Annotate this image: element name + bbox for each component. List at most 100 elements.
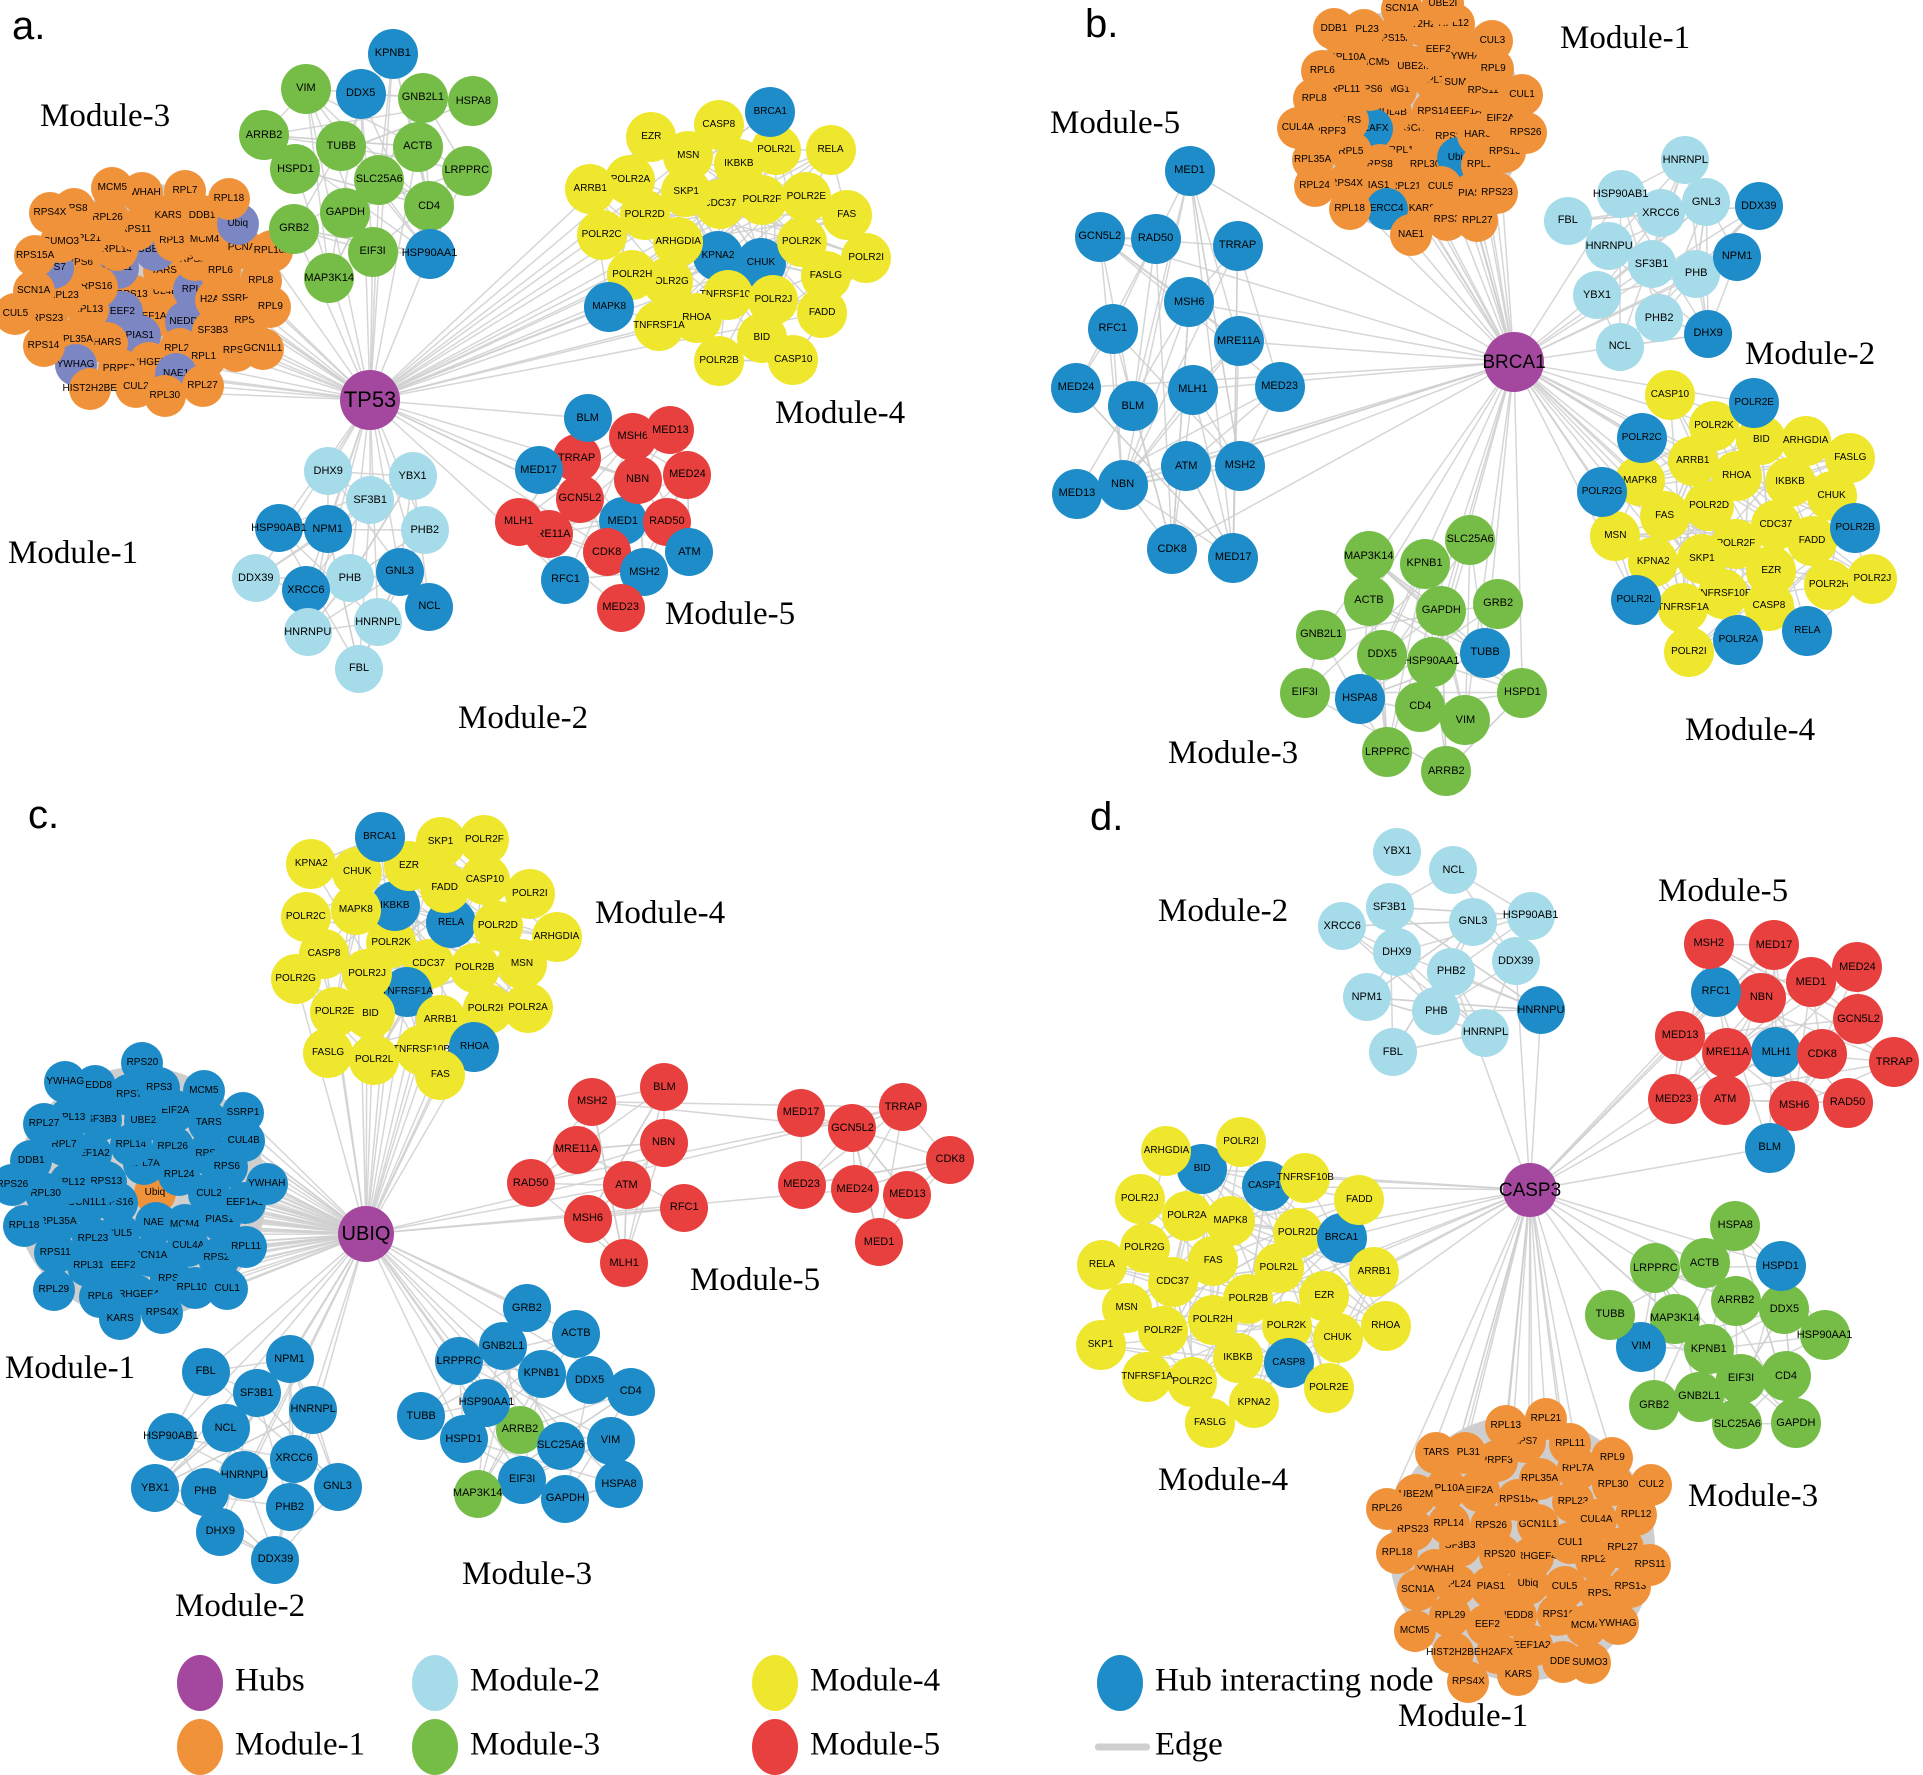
node-label: GNL3 [1458,915,1488,928]
edge [1239,361,1515,467]
network-node: GRB2 [1629,1380,1680,1431]
node-label: SUMO3 [1444,76,1480,88]
network-node: HSP90AB1 [1503,891,1558,940]
node-label: XRCC6 [275,1452,313,1465]
node-label: SF3B1 [1372,900,1407,913]
network-node: RPL27 [181,364,224,407]
node-label: MED17 [782,1106,820,1119]
network-node: ARRB1 [1349,1247,1400,1298]
network-node: MCM5 [91,166,134,209]
node-label: MED1 [1795,975,1827,988]
edge [1374,1189,1531,1273]
node-label: PIAS1 [1361,180,1390,192]
module-label: Module-3 [40,98,171,134]
network-node: RPL6 [1301,50,1344,93]
network-node: KPNB1 [517,1349,566,1398]
node-label: EZR [641,130,662,142]
node-label: UBE2M [1397,61,1432,73]
network-node: RPL11 [225,1225,268,1268]
node-label: YBX1 [1582,288,1612,301]
node-label: GNL3 [1691,195,1721,208]
network-node: DDX5 [565,1356,614,1405]
network-node: XRCC6 [1636,189,1685,238]
edge [1238,340,1515,363]
node-label: ARHGEF4 [1509,1550,1557,1562]
node-label: POLR2K [371,937,411,949]
network-node: ARRB2 [1711,1275,1762,1326]
legend-label-edge: Edge [1155,1726,1223,1763]
network-node: YBX1 [1573,271,1622,320]
node-label: FASLG [1193,1416,1227,1428]
network-node: SLC25A6 [1445,514,1496,565]
node-label: MED17 [1214,551,1252,563]
network-node: NBN [639,1118,688,1167]
node-label: RPL21 [1530,1413,1562,1425]
edge [1464,539,1471,721]
node-label: PHB [338,571,362,584]
hub-node: TP53 [340,370,400,430]
node-label: GNB2L1 [1678,1390,1721,1402]
node-label: EIF3I [359,245,386,258]
network-node: KPNA2 [286,839,337,890]
node-label: NAE1 [163,368,190,380]
node-label: TUBB [1595,1308,1625,1321]
network-node: HSP90AA1 [1404,636,1460,687]
node-label: RPS11 [1634,1559,1666,1571]
node-label: RPS13 [1488,146,1521,158]
node-label: RPL14 [115,1139,147,1151]
edge [369,399,588,419]
network-node: NBN [613,455,662,504]
node-label: MED23 [1654,1092,1692,1105]
node-label: TRRAP [1218,239,1257,252]
network-node: SKP1 [1075,1320,1126,1371]
network-node: GAPDH [1770,1398,1821,1449]
edge [365,991,408,1235]
node-label: TRRAP [1875,1055,1914,1068]
node-label: MCM5 [1399,1624,1430,1636]
node-label: CD4 [619,1385,642,1398]
node-label: CHUK [746,256,776,268]
node-label: RPS3 [234,314,261,326]
node-label: GRB2 [279,222,310,235]
edge [1513,361,1755,404]
node-label: PIAS2 [1458,188,1487,200]
node-label: CASP8 [1272,1357,1306,1369]
node-label: RPL6 [87,1290,113,1302]
network-node: CASP8 [693,100,744,151]
node-label: BID [362,1008,379,1020]
node-label: ACTB [403,140,433,153]
node-label: NEDD8 [1499,1610,1534,1622]
node-label: PHB [194,1485,217,1498]
network-node: FBL [335,644,384,693]
node-label: PIAS1 [205,1213,234,1225]
edge [1075,387,1234,559]
network-node: MED23 [596,583,645,632]
node-label: RPL10A [1427,1483,1465,1495]
network-node: YWHAG [1596,1603,1639,1646]
node-label: SLC25A6 [537,1439,585,1452]
network-node: HNRNPL [1661,136,1710,185]
node-label: POLR2J [348,967,386,979]
node-label: Ubiq [227,217,249,229]
node-label: KPNB1 [1690,1342,1727,1355]
node-label: FBL [195,1365,216,1378]
network-node: ATM [665,528,714,577]
edge [1505,1189,1531,1427]
node-label: HSP90AB1 [1502,909,1559,922]
node-label: POLR2G [275,973,316,985]
network-node: RPL18 [1328,188,1371,231]
network-node: CD4 [1761,1351,1812,1402]
node-label: MSN [1115,1301,1138,1313]
network-node: MAPK8 [584,281,635,332]
node-label: CD4 [1775,1369,1798,1382]
edge [1189,170,1515,363]
node-label: ARHGDIA [1782,434,1829,446]
node-label: RPL14 [101,244,133,256]
network-node: CDK8 [1797,1029,1848,1080]
node-label: KPNB1 [374,47,411,60]
node-label: CUL4B [1374,106,1407,118]
module-label: Module-5 [1050,105,1181,141]
node-label: Ubiq [1447,152,1469,164]
edge [801,1159,951,1186]
network-node: MED13 [646,406,695,455]
